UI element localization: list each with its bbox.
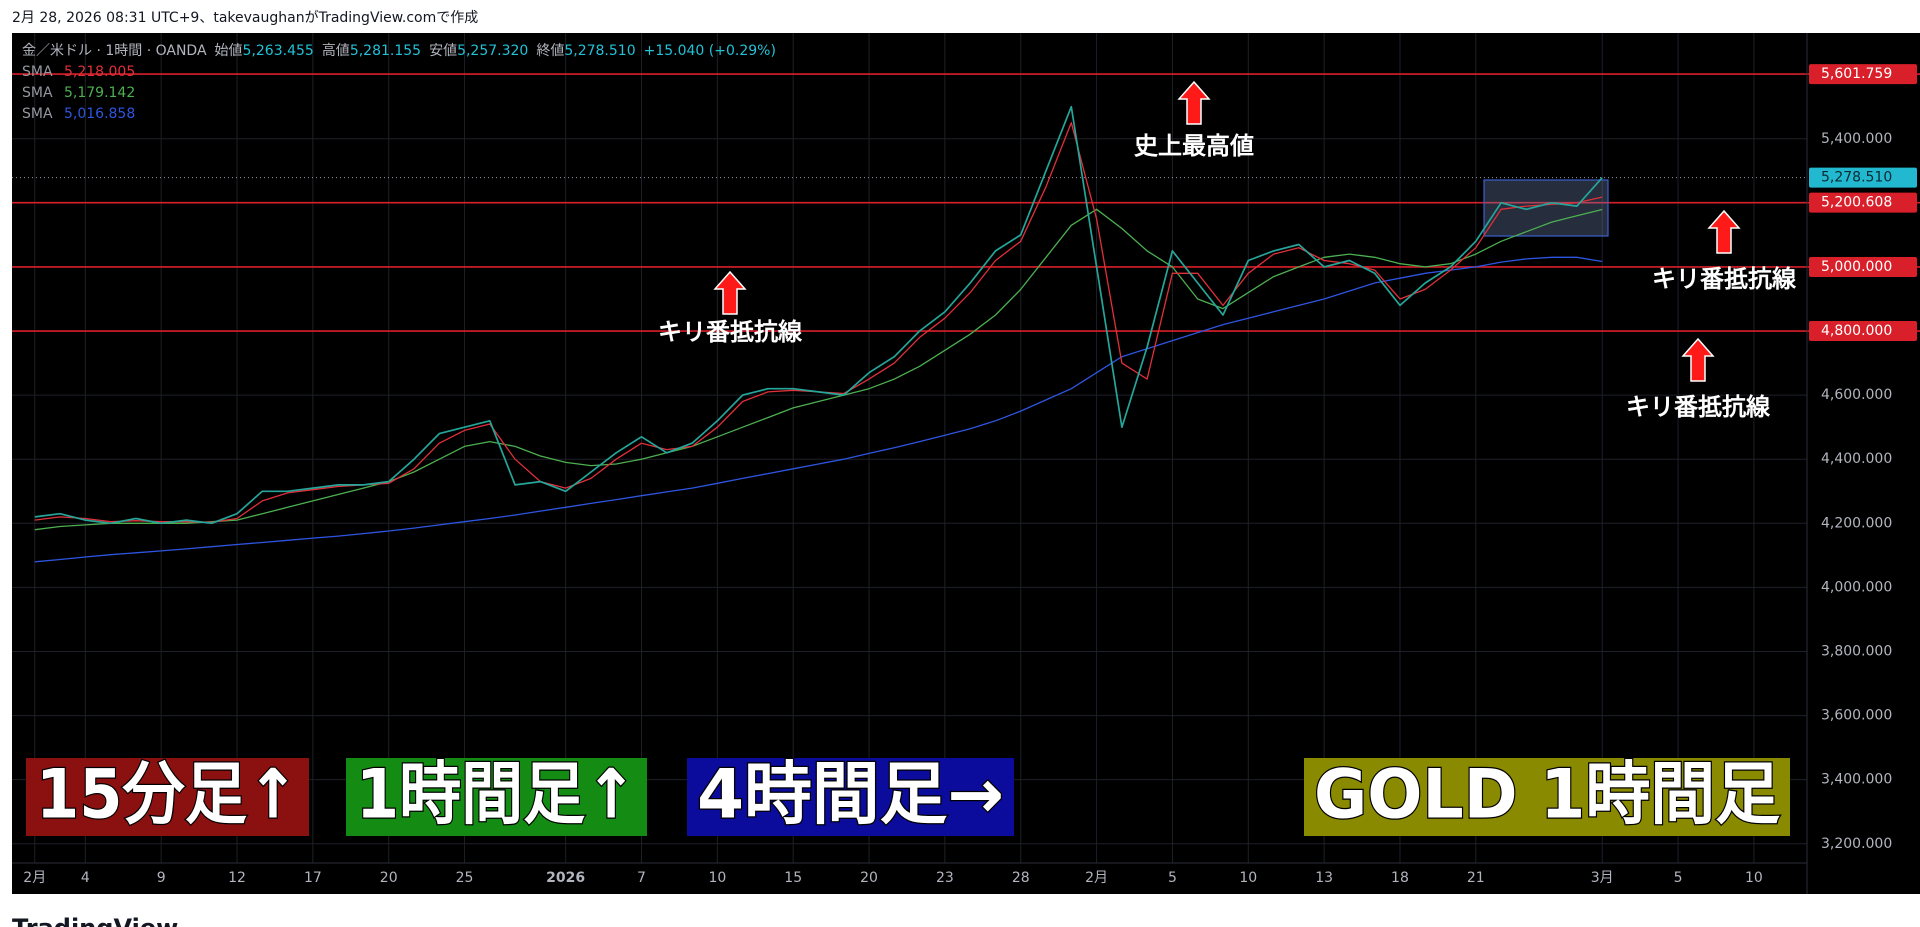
caption: 2月 28, 2026 08:31 UTC+9、takevaughanがTrad… [12, 10, 478, 26]
banner-box [1304, 758, 1790, 836]
x-tick-label: 20 [860, 870, 878, 886]
x-tick-label: 10 [1239, 870, 1257, 886]
sma-line [34, 256, 1603, 563]
symbol: 金／米ドル · 1時間 · OANDA [22, 43, 207, 59]
x-tick-label: 21 [1467, 870, 1485, 886]
x-tick-label: 20 [380, 870, 398, 886]
arrow [1707, 209, 1741, 254]
axes: 3,200.000 3,400.000 3,600.000 3,800.000 4,00… [23, 64, 1917, 886]
annotation-text: キリ番抵抗線 [658, 318, 803, 346]
x-tick-label: 10 [708, 870, 726, 886]
annotation-text: キリ番抵抗線 [1626, 393, 1771, 421]
ohlc-value: 5,263.455 [243, 43, 314, 59]
current-price-box [1809, 167, 1917, 188]
banner-text: 4時間足→ [697, 756, 1004, 835]
x-tick-label: 25 [456, 870, 474, 886]
ohlc-label: 終値 [536, 43, 564, 59]
price-line [34, 105, 1603, 525]
y-tick-label: 4,400.000 [1821, 451, 1892, 467]
annotation: 史上最高値 キリ番抵抗線 キリ番抵抗線 キリ番抵抗線 [658, 80, 1797, 421]
banner-text: 15分足↑ [36, 756, 299, 835]
level-label: 5,601.759 [1821, 66, 1892, 82]
x-tick-label: 18 [1391, 870, 1409, 886]
change: +15.040 (+0.29%) [644, 43, 776, 59]
legend-value: 5,016.858 [64, 106, 135, 122]
legend: 金／米ドル · 1時間 · OANDA 始値5,263.455 高値5,281.15… [22, 42, 776, 122]
banner-box [346, 758, 647, 836]
ohlc-label: 安値 [429, 43, 457, 59]
ohlc-label: 始値 [215, 43, 243, 59]
legend-value: 5,218.005 [64, 64, 135, 80]
x-tick-label: 2月 [1085, 870, 1108, 886]
x-tick-label: 23 [936, 870, 954, 886]
annotation-text: キリ番抵抗線 [1652, 265, 1797, 293]
range-box [1483, 179, 1609, 237]
level-label-box [1809, 256, 1917, 277]
banner-box [687, 758, 1014, 836]
x-tick-label: 5 [1168, 870, 1177, 886]
arrow [1177, 80, 1211, 125]
y-tick-label: 3,600.000 [1821, 708, 1892, 724]
series-lines [34, 105, 1603, 563]
level-label: 5,000.000 [1821, 259, 1892, 275]
arrow [713, 270, 747, 315]
banner-box [26, 758, 309, 836]
ohlc-value: 5,281.155 [350, 43, 421, 59]
y-tick-label: 4,600.000 [1821, 387, 1892, 403]
banner-text: GOLD 1時間足 [1314, 756, 1780, 835]
arrow [1681, 337, 1715, 382]
y-tick-label: 4,000.000 [1821, 579, 1892, 595]
ohlc-label: 高値 [322, 42, 350, 59]
y-tick-label: 3,200.000 [1821, 836, 1892, 852]
y-tick-label: 5,400.000 [1821, 131, 1892, 147]
legend-header: 金／米ドル · 1時間 · OANDA 始値5,263.455 高値5,281.15… [22, 42, 776, 59]
level-label-box [1809, 192, 1917, 213]
current-price-label: 5,278.510 [1821, 170, 1892, 186]
x-tick-label: 17 [304, 870, 322, 886]
x-tick-label: 9 [157, 870, 166, 886]
levels [12, 73, 1920, 332]
x-tick-label: 7 [637, 870, 646, 886]
x-tick-label: 15 [784, 870, 802, 886]
legend-name: SMA [22, 64, 53, 80]
x-tick-label: 5 [1674, 870, 1683, 886]
grid [12, 33, 1807, 863]
y-tick-label: 4,200.000 [1821, 515, 1892, 531]
level-label: 5,200.608 [1821, 195, 1892, 211]
sma-line [34, 208, 1603, 531]
legend-name: SMA [22, 106, 53, 122]
x-tick-label: 28 [1012, 870, 1030, 886]
footer-logo: TradingView [12, 914, 178, 927]
x-tick-label: 4 [81, 870, 90, 886]
banner-text: 1時間足↑ [356, 756, 637, 835]
x-tick-label: 2月 [23, 870, 46, 886]
level-label-box [1809, 321, 1917, 342]
y-tick-label: 3,800.000 [1821, 643, 1892, 659]
x-tick-label: 12 [228, 870, 246, 886]
legend-name: SMA [22, 85, 53, 101]
x-tick-label: 10 [1745, 870, 1763, 886]
annotation-text: 史上最高値 [1134, 132, 1254, 160]
ohlc-value: 5,257.320 [457, 43, 528, 59]
x-tick-label: 3月 [1591, 870, 1614, 886]
y-tick-label: 3,400.000 [1821, 772, 1892, 788]
banners: 15分足↑ 1時間足↑ 4時間足→ GOLD 1時間足 [26, 754, 1790, 836]
ohlc-value: 5,278.510 [564, 43, 635, 59]
x-tick-label: 2026 [546, 870, 585, 886]
level-label: 4,800.000 [1821, 323, 1892, 339]
level-label-box [1809, 64, 1917, 85]
legend-value: 5,179.142 [64, 85, 135, 101]
x-tick-label: 13 [1315, 870, 1333, 886]
